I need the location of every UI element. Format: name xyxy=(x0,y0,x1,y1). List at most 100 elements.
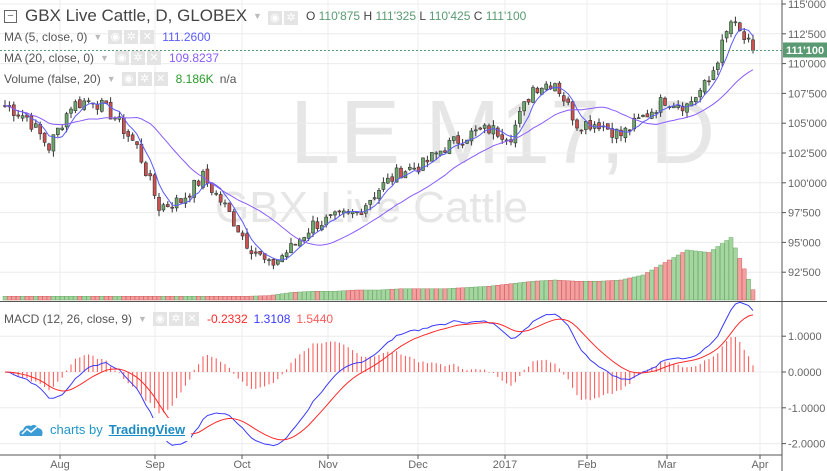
volume-bar xyxy=(728,237,734,301)
close-icon[interactable]: ✕ xyxy=(146,51,161,65)
chevron-down-icon[interactable]: ▼ xyxy=(100,52,109,63)
price-tick-label: 100'000 xyxy=(788,178,827,190)
volume-bar xyxy=(640,274,646,301)
symbol-title[interactable]: GBX Live Cattle, D, GLOBEX xyxy=(25,6,248,25)
close-label: C xyxy=(473,9,483,23)
volume-extra: n/a xyxy=(219,71,237,86)
close-icon[interactable]: ✕ xyxy=(153,72,168,86)
candle xyxy=(693,97,698,103)
volume-bar xyxy=(183,296,188,301)
ma20-label[interactable]: MA (20, close, 0) xyxy=(4,50,95,65)
candle xyxy=(724,31,729,39)
candle xyxy=(583,121,588,130)
candle xyxy=(658,97,663,113)
volume-bar xyxy=(662,262,668,301)
volume-bar xyxy=(121,296,127,301)
price-tick-label: 107'500 xyxy=(788,88,827,100)
chevron-down-icon[interactable]: ▼ xyxy=(93,31,103,42)
close-icon[interactable]: ✕ xyxy=(140,30,155,44)
volume-bar xyxy=(451,288,457,301)
volume-bar xyxy=(693,250,699,301)
time-tick-label: Dec xyxy=(408,459,428,471)
volume-bar xyxy=(196,296,201,301)
volume-bar xyxy=(134,296,140,301)
candle xyxy=(289,243,293,253)
tradingview-badge[interactable]: charts by TradingView xyxy=(12,418,192,441)
volume-bar xyxy=(504,284,509,301)
candle xyxy=(619,129,623,137)
price-tick-label: 105'000 xyxy=(788,118,827,130)
eye-icon[interactable]: ◉ xyxy=(108,30,123,44)
volume-bar xyxy=(425,288,430,301)
gear-icon[interactable]: ✲ xyxy=(137,72,152,86)
volume-bar xyxy=(543,280,549,301)
collapse-icon[interactable]: − xyxy=(4,9,17,23)
candle xyxy=(443,150,447,153)
volume-bar xyxy=(174,296,179,301)
candle xyxy=(144,162,148,176)
eye-icon[interactable]: ◉ xyxy=(114,51,129,65)
volume-label[interactable]: Volume (false, 20) xyxy=(4,71,101,86)
candle xyxy=(267,259,271,262)
chevron-down-icon[interactable]: ▼ xyxy=(253,11,262,21)
volume-bar xyxy=(55,296,61,301)
volume-bar xyxy=(350,290,355,301)
candle xyxy=(201,171,205,188)
gear-icon[interactable]: ✲ xyxy=(283,11,298,25)
time-tick-label: Mar xyxy=(658,459,677,471)
candle xyxy=(399,167,403,179)
candle xyxy=(73,101,78,111)
volume-bar xyxy=(684,249,690,301)
macd-tick-label: 1.0000 xyxy=(788,331,822,343)
volume-bar xyxy=(508,283,514,301)
eye-icon[interactable]: ◉ xyxy=(121,72,136,86)
volume-bar xyxy=(680,252,685,301)
tradingview-link[interactable]: TradingView xyxy=(108,422,186,437)
signal-line xyxy=(4,314,754,441)
candle xyxy=(680,105,685,112)
chevron-down-icon[interactable]: ▼ xyxy=(138,313,147,324)
candle xyxy=(126,131,130,137)
ma5-value: 111.2600 xyxy=(162,29,211,44)
candle xyxy=(372,197,377,200)
macd-label[interactable]: MACD (12, 26, close, 9) xyxy=(4,311,133,326)
gear-icon[interactable]: ✲ xyxy=(124,30,139,44)
volume-bar xyxy=(618,279,624,301)
volume-bar xyxy=(205,296,210,301)
last-price-label: 111'100 xyxy=(786,45,824,57)
gear-icon[interactable]: ✲ xyxy=(130,51,145,65)
candle xyxy=(623,127,628,139)
gear-icon[interactable]: ✲ xyxy=(168,312,183,326)
candle xyxy=(157,196,161,211)
candle xyxy=(302,237,307,241)
volume-bar xyxy=(548,280,553,301)
volume-bar xyxy=(411,288,417,301)
eye-icon[interactable]: ◉ xyxy=(267,11,282,25)
volume-bar xyxy=(284,292,289,301)
candle xyxy=(16,114,21,117)
close-icon[interactable]: ✕ xyxy=(184,312,199,326)
eye-icon[interactable]: ◉ xyxy=(152,312,167,326)
candle xyxy=(429,152,434,162)
volume-bar xyxy=(442,288,448,301)
volume-bar xyxy=(165,296,171,301)
volume-bar xyxy=(746,279,751,301)
volume-bar xyxy=(200,296,206,301)
volume-bar xyxy=(429,288,435,301)
candle xyxy=(258,250,263,255)
volume-bar xyxy=(271,294,276,301)
volume-bar xyxy=(24,296,30,301)
volume-bar xyxy=(328,291,333,301)
ma5-label[interactable]: MA (5, close, 0) xyxy=(4,29,88,44)
volume-bar xyxy=(477,286,483,301)
volume-bar xyxy=(301,291,307,301)
candle xyxy=(223,202,227,205)
candle xyxy=(328,214,333,216)
volume-bar xyxy=(460,287,465,301)
chevron-down-icon[interactable]: ▼ xyxy=(106,73,116,84)
volume-bar xyxy=(306,291,311,301)
close-value: 111'100 xyxy=(485,9,527,23)
candle xyxy=(117,116,122,120)
candle xyxy=(249,250,254,254)
